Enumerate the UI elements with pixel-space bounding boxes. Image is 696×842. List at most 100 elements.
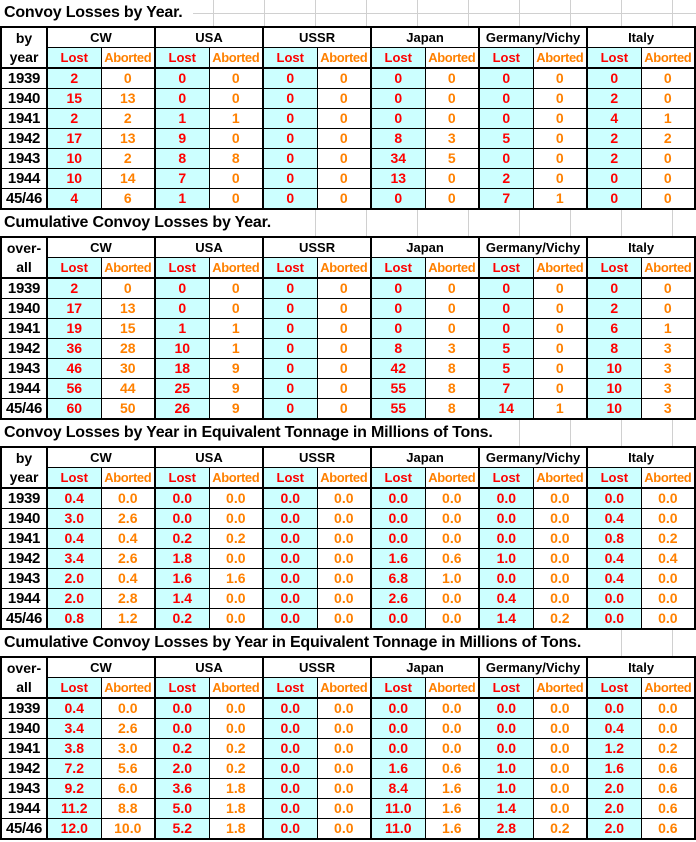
lost-value-cell[interactable]: 5 xyxy=(478,338,534,359)
lost-value-cell[interactable]: 36 xyxy=(46,338,102,359)
group-header-italy[interactable]: Italy xyxy=(586,236,696,258)
group-header-germany-vichy[interactable]: Germany/Vichy xyxy=(478,656,588,678)
lost-value-cell[interactable]: 0 xyxy=(262,188,318,210)
lost-value-cell[interactable]: 26 xyxy=(154,398,210,420)
lost-value-cell[interactable]: 0 xyxy=(478,108,534,129)
aborted-value-cell[interactable]: 0.4 xyxy=(100,528,156,549)
aborted-value-cell[interactable]: 8 xyxy=(424,358,480,379)
aborted-value-cell[interactable]: 0.0 xyxy=(640,508,696,529)
lost-header-cell[interactable]: Lost xyxy=(478,677,534,699)
lost-value-cell[interactable]: 0.0 xyxy=(370,608,426,630)
lost-value-cell[interactable]: 1.6 xyxy=(154,568,210,589)
lost-header-cell[interactable]: Lost xyxy=(154,467,210,489)
aborted-value-cell[interactable]: 30 xyxy=(100,358,156,379)
lost-value-cell[interactable]: 0.0 xyxy=(262,718,318,739)
lost-value-cell[interactable]: 4 xyxy=(46,188,102,210)
lost-header-cell[interactable]: Lost xyxy=(46,467,102,489)
year-label-cell[interactable]: 1939 xyxy=(0,67,48,89)
lost-value-cell[interactable]: 60 xyxy=(46,398,102,420)
lost-value-cell[interactable]: 0.0 xyxy=(262,818,318,840)
aborted-header-cell[interactable]: Aborted xyxy=(532,677,588,699)
lost-value-cell[interactable]: 0.4 xyxy=(586,568,642,589)
table-title[interactable]: Cumulative Convoy Losses by Year. xyxy=(0,210,281,236)
lost-value-cell[interactable]: 0.0 xyxy=(478,508,534,529)
aborted-value-cell[interactable]: 8 xyxy=(208,148,264,169)
year-label-cell[interactable]: 1942 xyxy=(0,758,48,779)
lost-value-cell[interactable]: 13 xyxy=(370,168,426,189)
lost-value-cell[interactable]: 10 xyxy=(586,398,642,420)
lost-value-cell[interactable]: 1.4 xyxy=(154,588,210,609)
lost-value-cell[interactable]: 2 xyxy=(46,108,102,129)
aborted-header-cell[interactable]: Aborted xyxy=(316,677,372,699)
lost-value-cell[interactable]: 11.2 xyxy=(46,798,102,819)
lost-value-cell[interactable]: 0.0 xyxy=(262,738,318,759)
aborted-value-cell[interactable]: 0 xyxy=(532,148,588,169)
aborted-value-cell[interactable]: 0.6 xyxy=(424,548,480,569)
aborted-value-cell[interactable]: 0.0 xyxy=(532,508,588,529)
aborted-header-cell[interactable]: Aborted xyxy=(208,47,264,69)
aborted-header-cell[interactable]: Aborted xyxy=(100,677,156,699)
aborted-value-cell[interactable]: 1 xyxy=(640,108,696,129)
aborted-value-cell[interactable]: 13 xyxy=(100,128,156,149)
lost-value-cell[interactable]: 0.0 xyxy=(370,697,426,719)
lost-value-cell[interactable]: 17 xyxy=(46,128,102,149)
lost-value-cell[interactable]: 0.0 xyxy=(154,697,210,719)
aborted-value-cell[interactable]: 0.0 xyxy=(208,588,264,609)
aborted-value-cell[interactable]: 0.0 xyxy=(316,798,372,819)
aborted-value-cell[interactable]: 0.0 xyxy=(316,487,372,509)
lost-value-cell[interactable]: 10 xyxy=(46,148,102,169)
lost-value-cell[interactable]: 1.6 xyxy=(586,758,642,779)
aborted-header-cell[interactable]: Aborted xyxy=(316,47,372,69)
aborted-value-cell[interactable]: 0.2 xyxy=(532,818,588,840)
group-header-cw[interactable]: CW xyxy=(45,236,156,258)
lost-value-cell[interactable]: 2.0 xyxy=(46,568,102,589)
aborted-value-cell[interactable]: 2 xyxy=(640,128,696,149)
aborted-value-cell[interactable]: 0.0 xyxy=(316,548,372,569)
aborted-value-cell[interactable]: 1.8 xyxy=(208,798,264,819)
lost-value-cell[interactable]: 0 xyxy=(478,277,534,299)
group-header-ussr[interactable]: USSR xyxy=(262,656,372,678)
aborted-header-cell[interactable]: Aborted xyxy=(100,257,156,279)
lost-header-cell[interactable]: Lost xyxy=(370,47,426,69)
aborted-value-cell[interactable]: 0 xyxy=(424,67,480,89)
lost-value-cell[interactable]: 0 xyxy=(262,358,318,379)
lost-value-cell[interactable]: 0 xyxy=(478,67,534,89)
lost-value-cell[interactable]: 19 xyxy=(46,318,102,339)
lost-value-cell[interactable]: 17 xyxy=(46,298,102,319)
aborted-value-cell[interactable]: 0.0 xyxy=(208,548,264,569)
aborted-value-cell[interactable]: 0.6 xyxy=(424,758,480,779)
lost-value-cell[interactable]: 8 xyxy=(370,128,426,149)
aborted-value-cell[interactable]: 0.0 xyxy=(532,528,588,549)
lost-value-cell[interactable]: 0.2 xyxy=(154,738,210,759)
group-header-ussr[interactable]: USSR xyxy=(262,236,372,258)
aborted-value-cell[interactable]: 0 xyxy=(640,168,696,189)
lost-value-cell[interactable]: 0.4 xyxy=(46,697,102,719)
lost-value-cell[interactable]: 0 xyxy=(370,277,426,299)
lost-value-cell[interactable]: 0.0 xyxy=(262,697,318,719)
aborted-value-cell[interactable]: 15 xyxy=(100,318,156,339)
aborted-value-cell[interactable]: 0 xyxy=(316,168,372,189)
group-header-germany-vichy[interactable]: Germany/Vichy xyxy=(478,26,588,48)
lost-header-cell[interactable]: Lost xyxy=(154,677,210,699)
aborted-value-cell[interactable]: 1 xyxy=(208,318,264,339)
aborted-value-cell[interactable]: 50 xyxy=(100,398,156,420)
lost-value-cell[interactable]: 2.0 xyxy=(586,798,642,819)
aborted-value-cell[interactable]: 1.2 xyxy=(100,608,156,630)
lost-value-cell[interactable]: 3.4 xyxy=(46,718,102,739)
aborted-value-cell[interactable]: 1.6 xyxy=(208,568,264,589)
lost-value-cell[interactable]: 0 xyxy=(262,67,318,89)
year-label-cell[interactable]: 1940 xyxy=(0,88,48,109)
aborted-value-cell[interactable]: 0.6 xyxy=(640,778,696,799)
lost-value-cell[interactable]: 8 xyxy=(370,338,426,359)
lost-value-cell[interactable]: 1 xyxy=(154,188,210,210)
aborted-header-cell[interactable]: Aborted xyxy=(640,47,696,69)
aborted-value-cell[interactable]: 0.0 xyxy=(424,738,480,759)
lost-value-cell[interactable]: 1.4 xyxy=(478,798,534,819)
aborted-value-cell[interactable]: 0.4 xyxy=(640,548,696,569)
aborted-value-cell[interactable]: 0.0 xyxy=(640,608,696,630)
aborted-value-cell[interactable]: 0.0 xyxy=(532,697,588,719)
aborted-value-cell[interactable]: 44 xyxy=(100,378,156,399)
aborted-value-cell[interactable]: 0.0 xyxy=(532,718,588,739)
lost-value-cell[interactable]: 2.0 xyxy=(586,818,642,840)
lost-header-cell[interactable]: Lost xyxy=(154,47,210,69)
